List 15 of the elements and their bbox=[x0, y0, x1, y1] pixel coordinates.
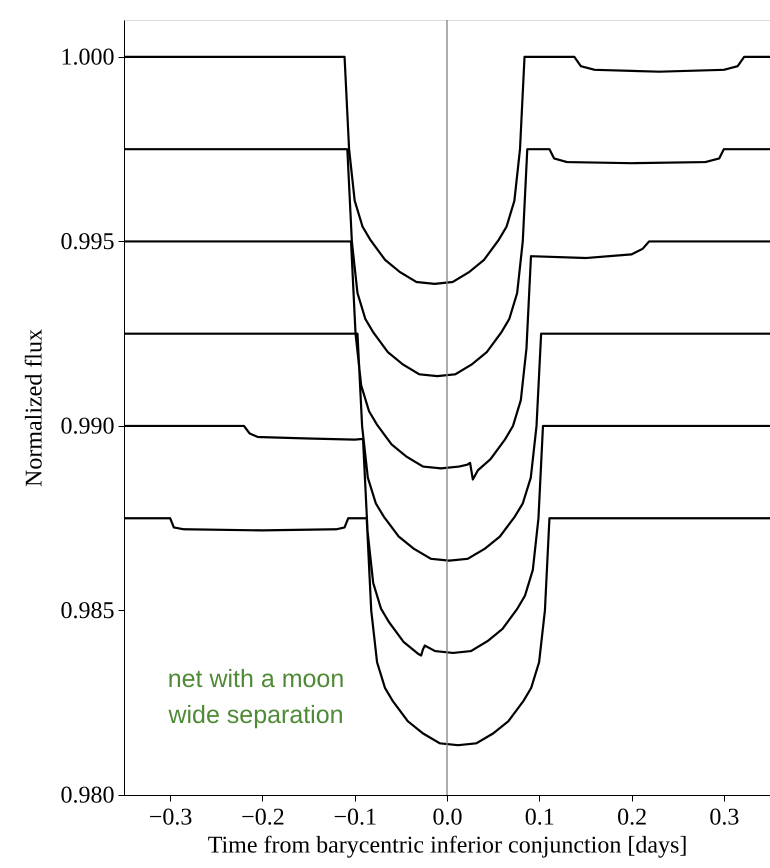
x-tick-label: 0.1 bbox=[524, 804, 555, 830]
y-tick-label: 1.000 bbox=[60, 44, 114, 70]
x-tick-label: 0.3 bbox=[709, 804, 740, 830]
x-tick-label: −0.1 bbox=[333, 804, 377, 830]
y-tick-label: 0.985 bbox=[60, 598, 114, 624]
y-tick-label: 0.995 bbox=[60, 228, 114, 255]
x-tick-label: 0.0 bbox=[432, 804, 462, 830]
y-axis-title: Normalized flux bbox=[22, 329, 48, 487]
y-tick-label: 0.980 bbox=[60, 782, 114, 808]
x-tick-label: 0.2 bbox=[617, 804, 648, 830]
x-tick-label: −0.2 bbox=[241, 804, 285, 830]
x-axis-title: Time from barycentric inferior conjunction [days] bbox=[208, 832, 688, 858]
annotation: net with a moon wide separation bbox=[167, 665, 344, 729]
x-tick-label: −0.3 bbox=[148, 804, 192, 830]
y-tick-label: 0.990 bbox=[60, 413, 114, 440]
